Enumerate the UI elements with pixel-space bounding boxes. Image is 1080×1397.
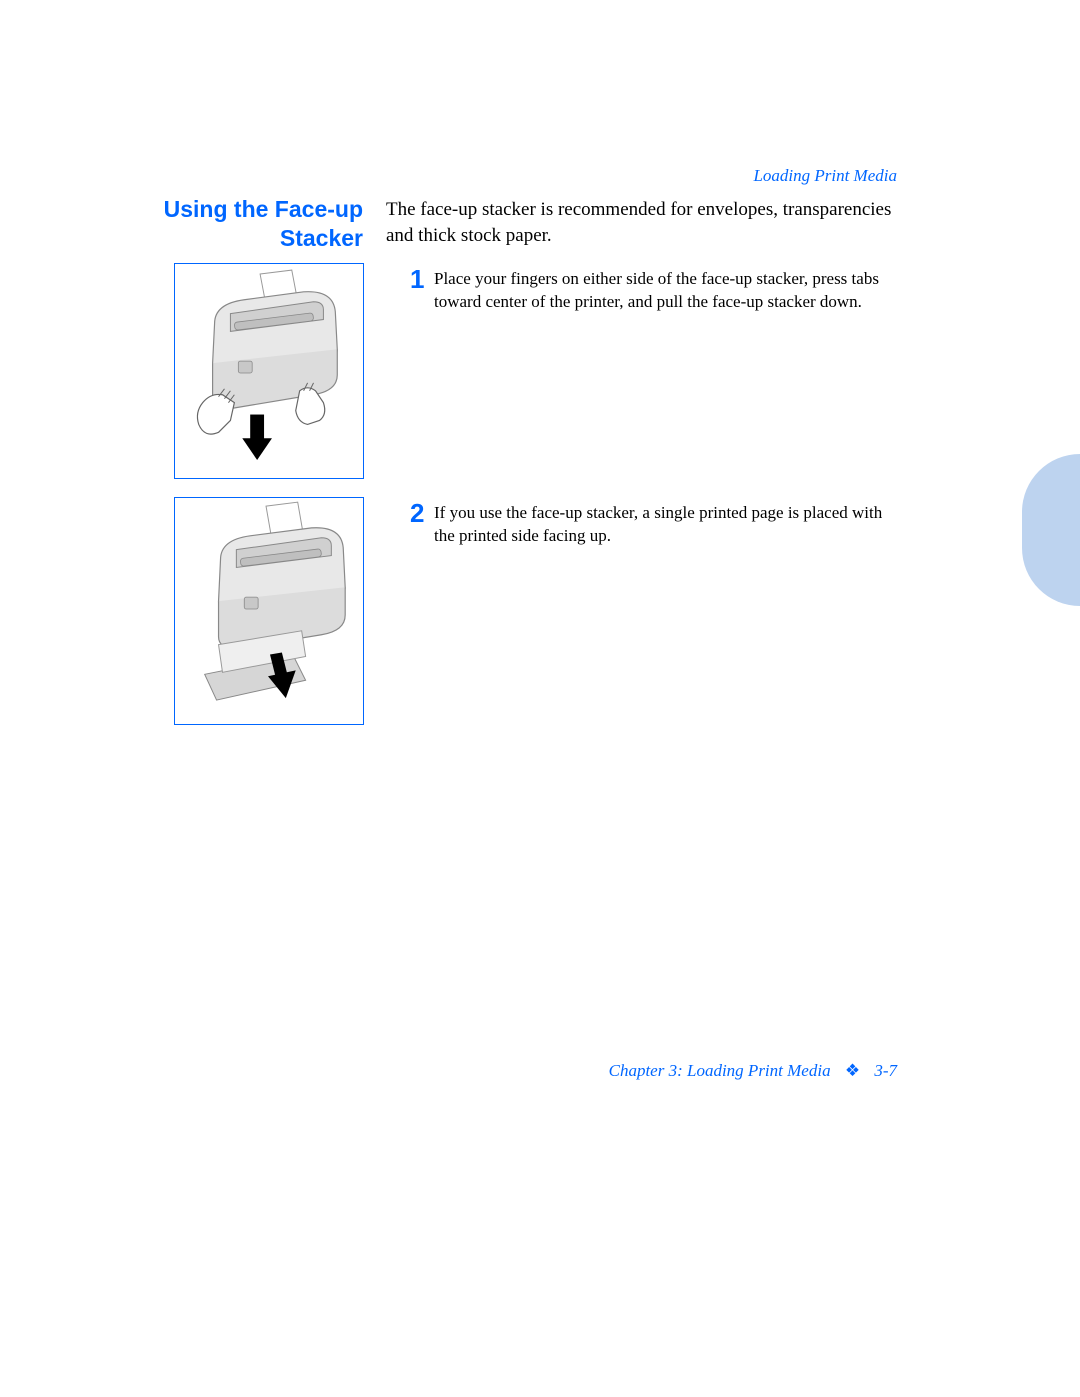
figure-step-1 <box>174 263 364 479</box>
printer-illustration-2-icon <box>175 498 363 724</box>
step-1: 1 Place your fingers on either side of t… <box>386 268 906 314</box>
footer-separator-icon: ❖ <box>845 1061 860 1080</box>
footer-chapter: Chapter 3: Loading Print Media <box>609 1061 831 1080</box>
figure-step-2 <box>174 497 364 725</box>
step-text: If you use the face-up stacker, a single… <box>434 502 906 548</box>
manual-page: Loading Print Media Using the Face-up St… <box>0 0 1080 1397</box>
page-footer: Chapter 3: Loading Print Media ❖ 3-7 <box>0 1061 897 1081</box>
step-number: 2 <box>410 498 424 529</box>
section-title: Using the Face-up Stacker <box>113 195 363 253</box>
step-text: Place your fingers on either side of the… <box>434 268 906 314</box>
footer-page-number: 3-7 <box>874 1061 897 1080</box>
step-2: 2 If you use the face-up stacker, a sing… <box>386 502 906 548</box>
printer-illustration-1-icon <box>175 264 363 478</box>
thumb-index-tab <box>1022 454 1080 606</box>
step-number: 1 <box>410 264 424 295</box>
section-intro: The face-up stacker is recommended for e… <box>386 197 906 248</box>
running-header: Loading Print Media <box>753 166 897 186</box>
